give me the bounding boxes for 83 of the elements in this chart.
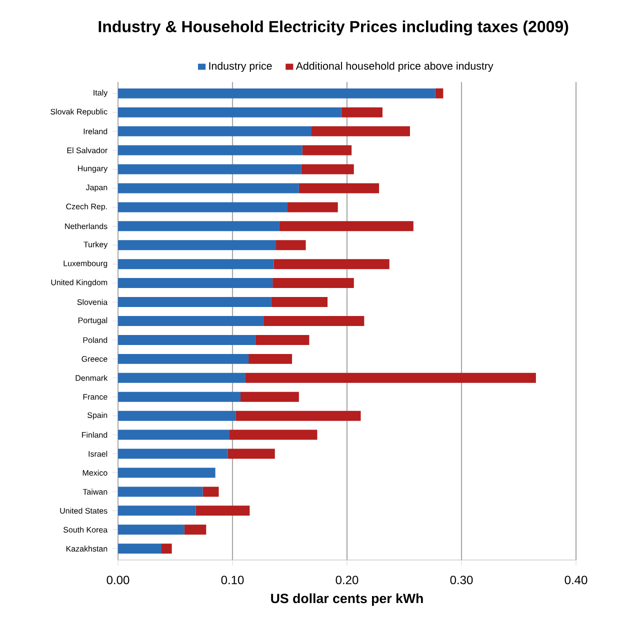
- y-tick-label: United States: [60, 508, 108, 514]
- bar: [118, 259, 274, 270]
- bar: [341, 107, 382, 118]
- bar: [274, 259, 390, 270]
- y-tick-label: El Salvador: [67, 147, 108, 154]
- bar: [118, 88, 436, 98]
- y-tick-label: United Kingdom: [51, 279, 108, 287]
- bar: [271, 297, 328, 308]
- y-tick-label: Ireland: [84, 128, 108, 134]
- legend-label: Industry price: [209, 62, 272, 72]
- legend-label: Additional household price above industry: [296, 62, 494, 72]
- bar: [118, 107, 342, 118]
- bar: [202, 486, 219, 497]
- y-tick-label: Taiwan: [82, 488, 108, 495]
- bar: [118, 506, 196, 516]
- bar: [302, 145, 352, 156]
- y-tick-label: Kazakhstan: [66, 546, 108, 552]
- y-tick-label: Greece: [82, 356, 108, 362]
- y-tick-label: Hungary: [78, 166, 108, 173]
- bar: [276, 240, 306, 250]
- bar: [118, 145, 302, 156]
- bar: [279, 221, 414, 232]
- y-tick-label: Finland: [82, 432, 108, 438]
- bar: [118, 183, 299, 194]
- bar: [272, 278, 354, 288]
- y-tick-label: Italy: [94, 90, 108, 98]
- bar: [118, 297, 272, 308]
- y-tick-label: Denmark: [76, 374, 108, 381]
- bar: [118, 316, 264, 326]
- bar: [118, 468, 216, 478]
- x-tick-label: 0.30: [450, 576, 473, 584]
- bar: [118, 202, 288, 212]
- x-tick-label: 0.10: [221, 576, 244, 584]
- y-tick-label: Poland: [83, 337, 108, 343]
- bar: [118, 221, 280, 232]
- bar: [229, 430, 318, 440]
- bar: [301, 164, 354, 174]
- bar: [287, 202, 338, 212]
- bar: [118, 354, 249, 364]
- bar: [118, 524, 184, 535]
- x-tick-label: 0.40: [564, 576, 588, 584]
- y-tick-label: Turkey: [84, 241, 108, 249]
- chart-title: Industry & Household Electricity Prices including taxes (2009): [98, 20, 568, 36]
- bar: [118, 430, 230, 440]
- x-tick-label: 0.00: [106, 576, 130, 584]
- bar: [118, 278, 273, 288]
- bar: [118, 486, 203, 497]
- bar: [298, 183, 380, 194]
- bar: [118, 448, 228, 459]
- bar: [435, 88, 444, 98]
- bar: [255, 334, 310, 345]
- bar: [118, 164, 302, 174]
- bar: [118, 410, 236, 421]
- bar: [184, 524, 206, 535]
- bar: [118, 126, 312, 136]
- bar: [248, 354, 292, 364]
- y-tick-label: Czech Rep.: [66, 203, 107, 211]
- bar: [118, 544, 162, 554]
- bar: [196, 506, 250, 516]
- y-tick-label: South Korea: [63, 526, 108, 533]
- bar: [312, 126, 410, 136]
- y-tick-label: Israel: [88, 450, 108, 457]
- y-tick-label: Mexico: [82, 470, 108, 476]
- bar: [245, 372, 536, 383]
- y-tick-label: Spain: [87, 412, 108, 420]
- bar: [263, 316, 364, 326]
- y-tick-label: Luxembourg: [64, 260, 108, 268]
- y-tick-label: Japan: [86, 184, 108, 192]
- bar: [236, 410, 361, 421]
- y-tick-label: Netherlands: [65, 223, 108, 230]
- x-tick-label: 0.20: [336, 576, 358, 584]
- y-tick-label: Portugal: [78, 317, 108, 325]
- bar: [118, 240, 276, 250]
- y-tick-label: Slovak Republic: [50, 108, 108, 116]
- bar: [228, 448, 275, 459]
- bar: [162, 544, 172, 554]
- y-tick-label: Slovenia: [77, 299, 108, 305]
- y-tick-label: France: [83, 394, 108, 400]
- bar: [118, 392, 241, 402]
- x-axis-title: US dollar cents per kWh: [271, 593, 423, 606]
- bar: [118, 334, 256, 345]
- bar: [240, 392, 299, 402]
- bar: [118, 372, 246, 383]
